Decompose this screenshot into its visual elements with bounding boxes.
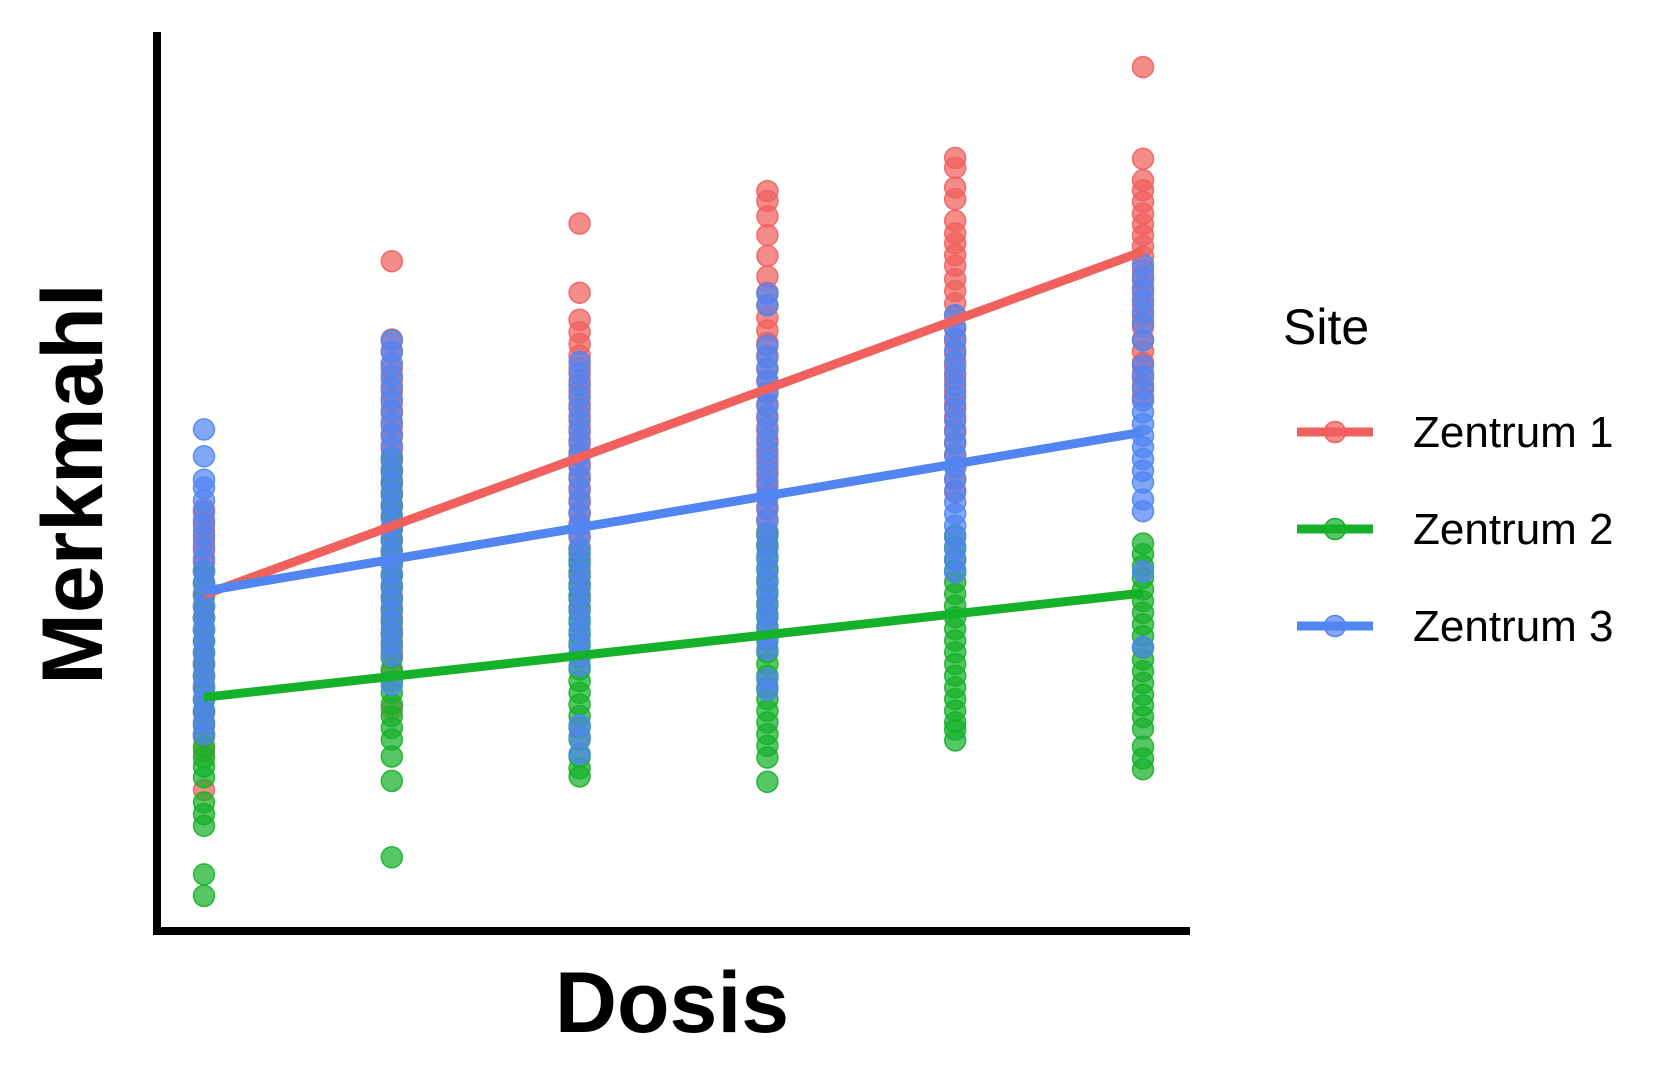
data-point: [568, 742, 591, 766]
data-point: [943, 187, 967, 211]
legend-title: Site: [1283, 299, 1369, 355]
data-point: [192, 445, 216, 468]
points-layer: [192, 55, 1155, 908]
data-point: [568, 281, 591, 304]
data-point: [756, 638, 779, 661]
data-point: [192, 766, 216, 789]
data-point: [192, 722, 216, 746]
fit-line: [203, 427, 1144, 596]
data-point: [1131, 560, 1155, 583]
data-point: [568, 212, 591, 235]
data-point: [380, 769, 404, 793]
data-point: [192, 884, 216, 908]
fit-line: [202, 247, 1145, 600]
data-point: [568, 765, 591, 788]
data-point: [1131, 635, 1155, 659]
legend-key-point: [1323, 420, 1347, 444]
y-axis-title: Merkmahl: [25, 283, 121, 685]
data-point: [1131, 499, 1155, 523]
data-point: [943, 561, 967, 584]
data-point: [756, 223, 779, 247]
data-point: [1131, 757, 1155, 781]
fit-lines-layer: [202, 247, 1145, 702]
legend-item: Zentrum 1: [1297, 408, 1614, 457]
data-point: [943, 729, 967, 752]
data-point: [756, 205, 779, 228]
legend-label: Zentrum 2: [1413, 505, 1614, 554]
data-point: [192, 863, 216, 886]
data-point: [756, 746, 779, 769]
legend: Zentrum 1 Zentrum 2 Zentrum 3: [1297, 408, 1614, 651]
data-point: [380, 644, 404, 668]
x-axis-title: Dosis: [555, 955, 789, 1051]
legend-item: Zentrum 3: [1297, 602, 1614, 651]
legend-key-point: [1323, 614, 1347, 638]
data-point: [380, 745, 404, 768]
data-point: [192, 418, 216, 441]
legend-label: Zentrum 1: [1413, 408, 1614, 457]
data-point: [380, 846, 404, 869]
fit-line: [203, 588, 1144, 702]
data-point: [192, 814, 216, 838]
data-point: [1131, 55, 1155, 79]
data-point: [1131, 147, 1155, 171]
data-point: [380, 249, 404, 273]
legend-label: Zentrum 3: [1413, 602, 1614, 651]
data-point: [756, 244, 779, 268]
legend-key-point: [1323, 517, 1347, 541]
data-point: [1131, 329, 1155, 352]
data-point: [756, 678, 779, 702]
data-point: [756, 294, 779, 317]
legend-item: Zentrum 2: [1297, 505, 1614, 554]
data-point: [756, 770, 779, 794]
data-point: [943, 156, 967, 179]
